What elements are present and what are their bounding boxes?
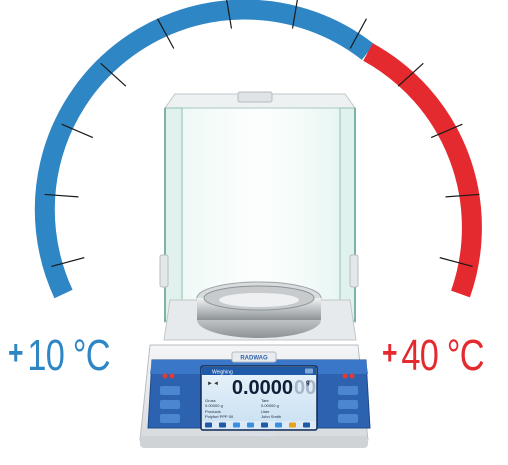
info-icon[interactable] [305,368,313,374]
gross-label: Gross [205,398,216,403]
right-key[interactable] [338,414,358,423]
gauge-tick [226,0,233,29]
screen-function-bar [202,421,316,429]
left-key[interactable] [160,386,180,395]
reading-dim-digits: 00 [294,377,316,399]
plus-sign: + [382,334,397,372]
user-label: User [261,409,270,414]
brand-plate [231,351,277,363]
gauge-tick [445,193,480,198]
user-value: John Smith [261,414,281,419]
plus-sign: + [8,334,23,372]
weighing-pan [196,281,322,338]
svg-text:►◄: ►◄ [207,381,219,387]
status-led [162,373,168,379]
mode-title: Weighing [212,370,233,376]
temperature-min-label: +10 °C [8,328,110,381]
gauge-tick [397,62,424,87]
temperature-max-label: +40 °C [382,328,484,381]
brand-text: RADWAG [240,356,268,362]
gauge-tick [291,0,298,29]
function-icon[interactable] [275,422,282,428]
status-led [342,373,348,379]
function-icon[interactable] [303,422,310,428]
gauge-tick [61,123,94,139]
product-label: Products [205,409,221,414]
touch-screen[interactable]: Weighing ►◄ 0.0000 00 g Gross 0.00000 g … [200,365,318,431]
gauge-arc-cool [34,0,375,299]
function-icon[interactable] [289,422,296,428]
gauge-tick [439,257,473,268]
product-value: Polyfort PPP 00 [205,414,234,419]
gross-value: 0.00000 g [205,403,223,408]
function-icon[interactable] [261,422,268,428]
reading-main: 0.0000 [232,377,293,399]
function-icon[interactable] [247,422,254,428]
right-key[interactable] [338,386,358,395]
right-key[interactable] [338,400,358,409]
gauge-tick [51,257,85,268]
function-icon[interactable] [233,422,240,428]
reading-unit: g [306,380,310,386]
website-text: www.radwag.com [241,432,277,437]
temperature-max-value: 40 °C [401,331,484,380]
status-led [349,373,355,379]
gauge-arc-warm [363,43,482,298]
draft-shield-lid [164,91,356,109]
gauge-tick [430,123,463,139]
temperature-min-value: 10 °C [27,331,110,380]
tare-label: Tare [261,398,270,403]
function-icon[interactable] [219,422,226,428]
gauge-ticks [44,0,480,268]
gauge-tick [156,18,175,49]
status-led [169,373,175,379]
tare-value: 0.00000 g [261,403,279,408]
gauge-tick [100,62,127,87]
gauge-tick [349,18,368,49]
left-key[interactable] [160,400,180,409]
gauge-tick [44,193,79,198]
draft-shield-glass [159,107,359,324]
function-icon[interactable] [205,422,212,428]
left-key[interactable] [160,414,180,423]
